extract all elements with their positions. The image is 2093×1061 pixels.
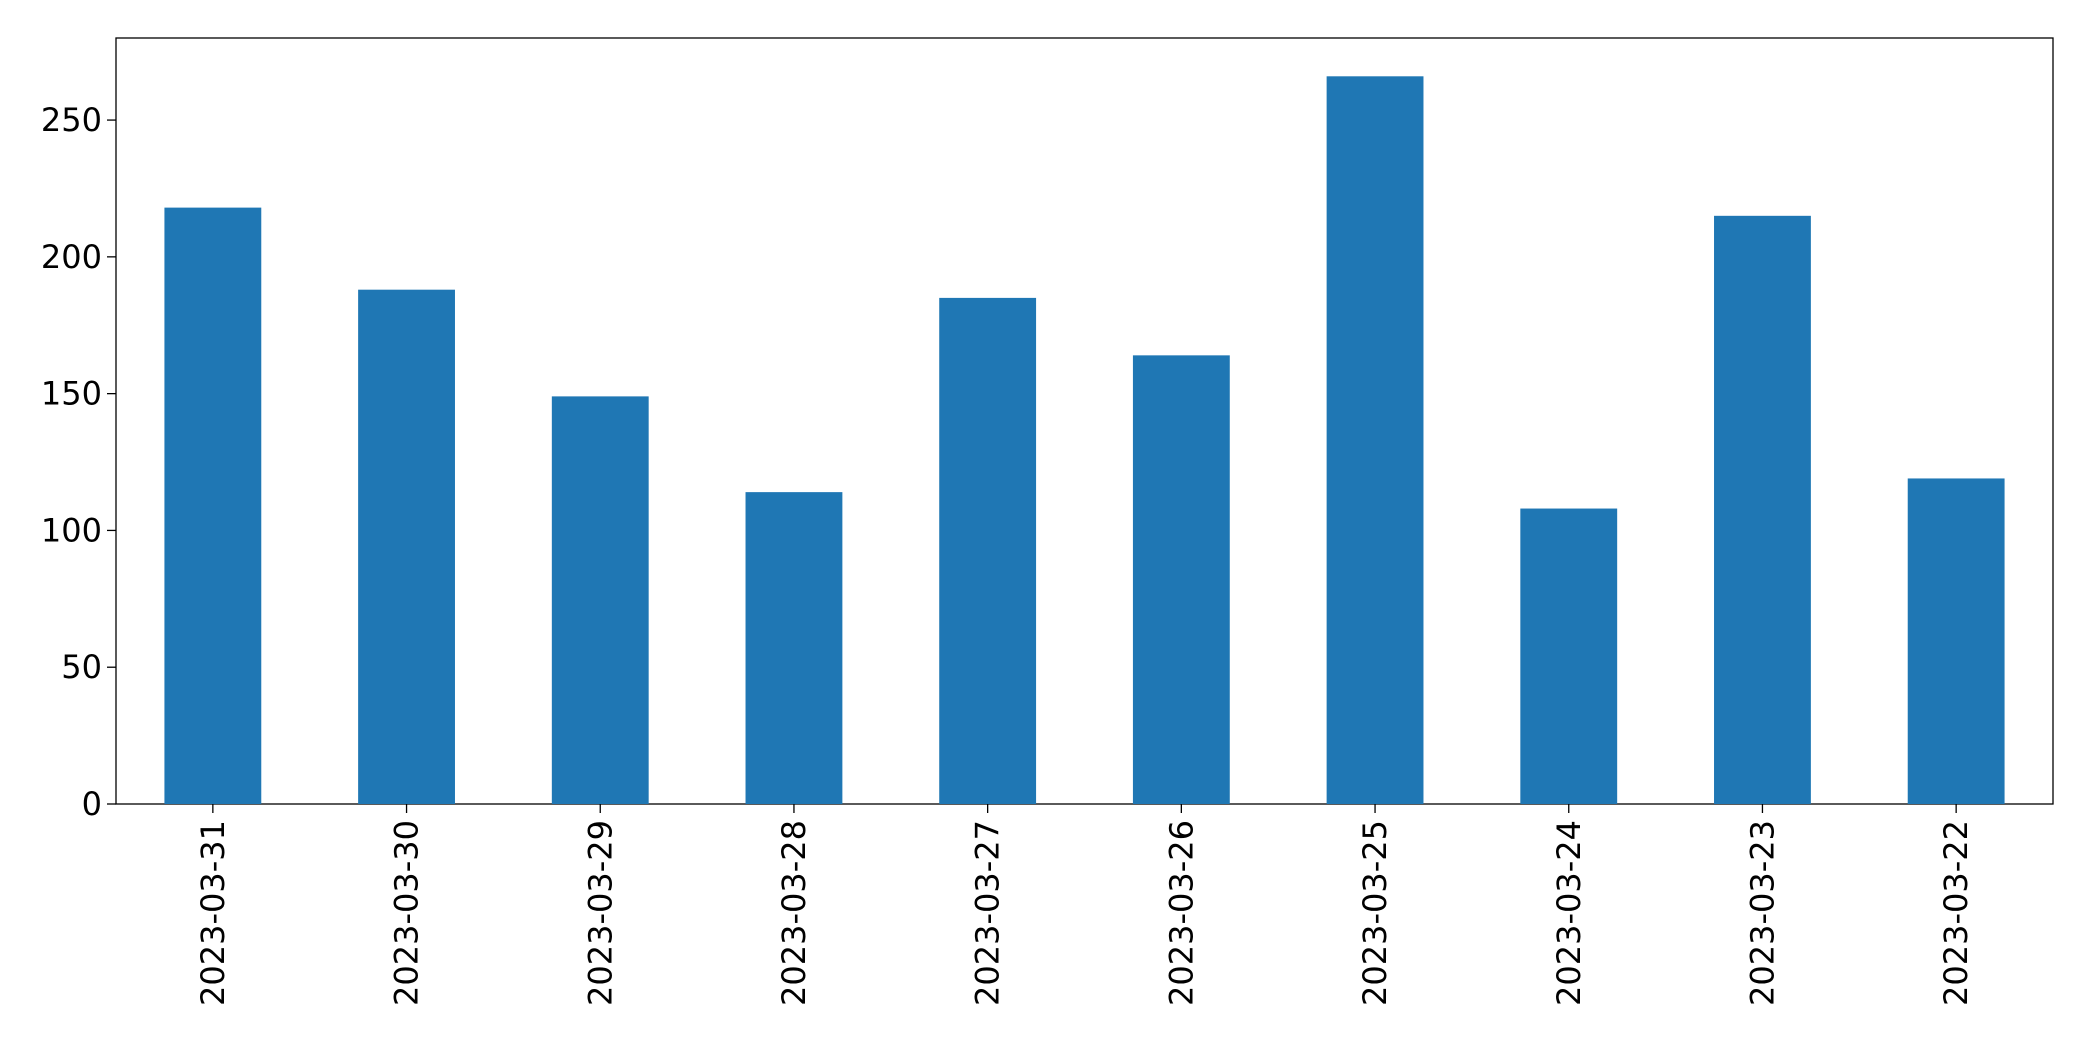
y-tick-label: 200	[41, 238, 102, 276]
bar	[1714, 215, 1811, 805]
bar	[1520, 508, 1618, 804]
x-tick-label: 2023-03-27	[969, 820, 1007, 1006]
x-tick-label: 2023-03-22	[1937, 820, 1975, 1006]
x-tick-label: 2023-03-26	[1162, 820, 1200, 1006]
x-tick-label: 2023-03-28	[775, 820, 813, 1006]
x-tick-label: 2023-03-29	[581, 820, 619, 1006]
bar	[164, 207, 262, 805]
y-tick-label: 250	[41, 101, 102, 139]
y-tick-label: 0	[82, 785, 102, 823]
x-tick-label: 2023-03-25	[1356, 820, 1394, 1006]
x-tick-label: 2023-03-30	[388, 820, 426, 1006]
bar	[939, 297, 1037, 804]
y-tick-label: 150	[41, 375, 102, 413]
bar	[1326, 76, 1424, 805]
x-tick-label: 2023-03-24	[1550, 820, 1588, 1006]
bar	[745, 492, 843, 804]
bar	[1907, 478, 2005, 804]
bar	[1132, 355, 1230, 804]
y-tick-label: 50	[61, 648, 102, 686]
bar	[551, 396, 649, 804]
x-tick-label: 2023-03-23	[1743, 820, 1781, 1006]
y-tick-label: 100	[41, 511, 102, 549]
plot-frame	[115, 37, 2054, 805]
x-tick-label: 2023-03-31	[194, 820, 232, 1006]
bar	[358, 289, 455, 805]
